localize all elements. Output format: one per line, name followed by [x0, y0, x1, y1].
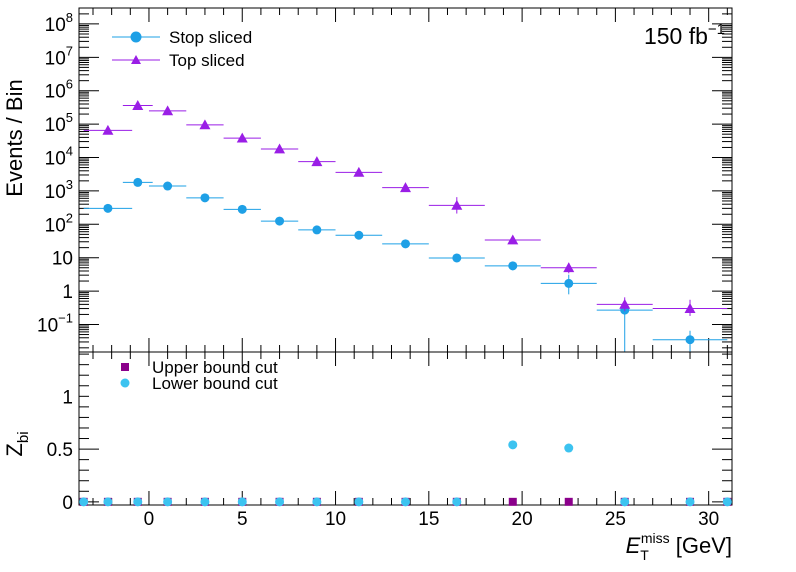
legend-label: Top sliced	[169, 51, 245, 70]
top-legend: Stop sliced Top sliced	[112, 28, 252, 70]
data-point	[620, 497, 630, 507]
data-point	[162, 105, 174, 116]
data-point	[685, 497, 695, 507]
x-tick-label: 5	[237, 509, 248, 530]
data-point	[79, 497, 89, 507]
y-tick-label: 103	[45, 177, 73, 203]
data-point	[452, 497, 462, 507]
x-axis-title: ETmiss [GeV]	[626, 530, 732, 563]
data-point	[619, 298, 631, 309]
legend-marker	[131, 55, 141, 64]
data-point	[237, 204, 247, 214]
data-point	[236, 132, 248, 143]
series-lower-bound-cut	[79, 440, 732, 507]
data-point	[133, 177, 143, 187]
y-tick-label: 104	[45, 144, 73, 170]
y-tick-label: 107	[45, 43, 73, 69]
data-point	[312, 225, 322, 235]
y-tick-label: 102	[45, 210, 73, 236]
data-point	[354, 497, 364, 507]
y-tick-label: 106	[45, 77, 73, 103]
x-tick-label: 30	[698, 509, 719, 530]
data-point	[274, 143, 286, 154]
series-top-sliced	[83, 100, 728, 316]
top-series-group	[83, 100, 728, 352]
data-point	[508, 497, 517, 506]
data-point	[508, 261, 518, 271]
y-tick-label: 10−1	[37, 310, 73, 336]
data-point	[312, 497, 322, 507]
data-point	[103, 203, 113, 213]
data-point	[564, 497, 573, 506]
data-point	[102, 124, 114, 135]
data-point	[275, 497, 285, 507]
top-y-tick-labels: 10−1 1 10 102 103 104 105 106 107 108	[37, 10, 73, 337]
bottom-y-axis-title: Zbi	[2, 431, 32, 456]
data-point	[400, 182, 411, 193]
data-point	[275, 216, 285, 226]
data-point	[507, 234, 519, 245]
data-point	[508, 440, 518, 450]
data-point	[133, 497, 143, 507]
bottom-y-tick-labels: 00.51	[47, 387, 73, 514]
data-point	[199, 119, 211, 130]
data-point	[353, 166, 365, 177]
x-tick-label: 10	[325, 509, 346, 530]
x-tick-label: 15	[418, 509, 439, 530]
data-point	[163, 181, 173, 191]
data-point	[354, 230, 364, 240]
data-point	[684, 303, 696, 313]
data-point	[401, 497, 410, 507]
series-stop-sliced	[83, 177, 728, 352]
x-tick-label: 20	[512, 509, 533, 530]
data-point	[452, 253, 462, 263]
data-point	[563, 262, 575, 273]
data-point	[103, 497, 113, 507]
x-tick-label: 0	[144, 509, 155, 530]
y-tick-label: 10	[52, 249, 73, 270]
y-tick-label: 0.5	[47, 440, 73, 461]
data-point	[401, 239, 410, 249]
luminosity-label: 150 fb−1	[644, 21, 725, 49]
y-tick-label: 108	[45, 10, 73, 36]
data-point	[722, 497, 732, 507]
legend-label: Lower bound cut	[152, 374, 278, 393]
y-tick-label: 105	[45, 110, 73, 136]
y-tick-label: 1	[62, 387, 73, 408]
legend-label: Stop sliced	[169, 28, 252, 47]
legend-marker	[130, 31, 142, 43]
bottom-series-group	[79, 440, 732, 507]
y-tick-label: 1	[62, 282, 73, 303]
data-point	[163, 497, 173, 507]
y-tick-label: 0	[62, 493, 73, 514]
legend-label: Upper bound cut	[152, 358, 278, 377]
data-point	[451, 199, 463, 210]
data-point	[132, 100, 144, 110]
data-point	[564, 278, 574, 288]
data-point	[685, 335, 695, 345]
data-point	[311, 156, 323, 167]
data-point	[200, 193, 210, 203]
top-y-axis-title: Events / Bin	[2, 79, 27, 196]
data-point	[564, 443, 574, 453]
x-tick-labels: 0 5 10 15 20 25 30	[144, 509, 720, 530]
legend-marker	[120, 378, 130, 388]
x-tick-label: 25	[605, 509, 626, 530]
data-point	[237, 497, 247, 507]
legend-marker	[121, 363, 129, 371]
data-point	[200, 497, 210, 507]
